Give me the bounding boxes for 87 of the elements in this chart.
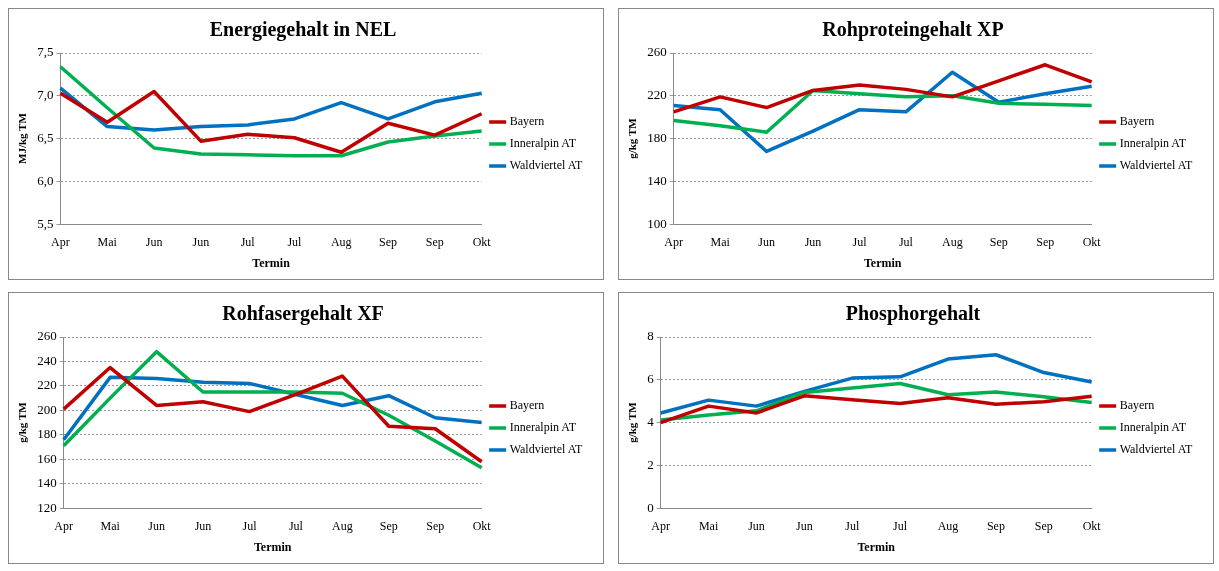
x-tick-label: Okt — [1082, 234, 1102, 249]
x-tick-label: Mai — [97, 234, 118, 249]
x-tick-label: Okt — [472, 518, 492, 533]
x-tick-label: Jun — [796, 518, 813, 533]
chart-title: Rohproteingehalt XP — [822, 18, 1004, 42]
x-tick-label: Okt — [472, 234, 492, 249]
x-tick-label: Sep — [379, 518, 398, 533]
y-tick-label: 180 — [647, 130, 667, 146]
y-tick-label: 220 — [37, 377, 57, 393]
chart-title: Phosphorgehalt — [845, 302, 981, 326]
x-tick-label: Sep — [426, 518, 445, 533]
y-tick-label: 6 — [647, 371, 655, 387]
x-tick-label: Apr — [651, 518, 671, 533]
x-tick-label: Jun — [748, 518, 765, 533]
x-tick-label: Jul — [898, 234, 914, 249]
legend-label: Bayern — [1119, 114, 1155, 129]
x-tick-label: Jun — [194, 518, 212, 533]
y-tick-label: 180 — [37, 426, 57, 442]
y-axis-title: g/kg TM — [16, 401, 29, 443]
x-tick-label: Mai — [698, 518, 719, 533]
y-tick-label: 260 — [37, 328, 57, 344]
x-axis-title: Termin — [252, 255, 291, 270]
x-tick-label: Aug — [942, 234, 963, 249]
x-tick-label: Apr — [664, 234, 684, 249]
x-tick-label: Sep — [989, 234, 1008, 249]
chart-title: Energiegehalt in NEL — [209, 18, 397, 42]
legend-label: Inneralpin AT — [509, 136, 577, 151]
y-tick-label: 160 — [37, 450, 57, 466]
legend-label: Waldviertel AT — [1119, 158, 1194, 173]
x-axis-title: Termin — [857, 539, 896, 554]
legend-label: Inneralpin AT — [509, 420, 577, 435]
y-tick-label: 7,0 — [37, 87, 54, 103]
x-axis-title: Termin — [863, 255, 902, 270]
x-tick-label: Jun — [148, 518, 165, 533]
x-tick-label: Mai — [710, 234, 731, 249]
y-tick-label: 140 — [647, 172, 667, 188]
x-axis-title: Termin — [253, 539, 292, 554]
x-tick-label: Apr — [51, 234, 70, 249]
x-tick-label: Aug — [937, 518, 959, 533]
y-tick-label: 4 — [647, 414, 655, 430]
x-tick-label: Sep — [1036, 234, 1055, 249]
y-tick-label: 6,5 — [37, 130, 54, 146]
x-tick-label: Jul — [288, 518, 304, 533]
x-tick-label: Jun — [758, 234, 775, 249]
y-axis-title: g/kg TM — [626, 117, 639, 159]
x-tick-label: Apr — [54, 518, 74, 533]
chart-title: Rohfasergehalt XF — [222, 302, 384, 326]
y-tick-label: 5,5 — [37, 215, 54, 231]
x-tick-label: Aug — [332, 518, 353, 533]
y-tick-label: 120 — [37, 499, 57, 515]
y-tick-label: 260 — [647, 44, 667, 60]
y-tick-label: 0 — [647, 499, 654, 515]
legend-label: Bayern — [509, 114, 545, 129]
x-tick-label: Sep — [986, 518, 1005, 533]
x-tick-label: Jun — [804, 234, 822, 249]
legend-label: Bayern — [1119, 398, 1155, 413]
y-tick-label: 200 — [37, 401, 57, 417]
x-tick-label: Jul — [240, 234, 256, 249]
legend-label: Inneralpin AT — [1119, 136, 1187, 151]
y-axis-title: MJ/kg TM — [16, 112, 29, 165]
x-tick-label: Sep — [379, 234, 398, 249]
y-tick-label: 140 — [37, 475, 57, 491]
legend-label: Waldviertel AT — [1119, 442, 1194, 457]
legend-label: Waldviertel AT — [509, 158, 584, 173]
y-axis-title: g/kg TM — [626, 401, 639, 443]
legend-label: Inneralpin AT — [1119, 420, 1187, 435]
x-tick-label: Jun — [145, 234, 163, 249]
y-tick-label: 7,5 — [37, 44, 54, 60]
legend-label: Waldviertel AT — [509, 442, 584, 457]
x-tick-label: Mai — [100, 518, 121, 533]
x-tick-label: Okt — [1082, 518, 1102, 533]
x-tick-label: Jul — [893, 518, 908, 533]
y-tick-label: 220 — [647, 87, 667, 103]
x-tick-label: Aug — [330, 234, 352, 249]
x-tick-label: Jul — [242, 518, 258, 533]
x-tick-label: Sep — [425, 234, 444, 249]
y-tick-label: 100 — [647, 215, 667, 231]
y-tick-label: 6,0 — [37, 172, 54, 188]
x-tick-label: Jul — [852, 234, 868, 249]
x-tick-label: Jul — [287, 234, 303, 249]
x-tick-label: Jul — [845, 518, 860, 533]
x-tick-label: Jun — [192, 234, 210, 249]
x-tick-label: Sep — [1034, 518, 1053, 533]
legend-label: Bayern — [509, 398, 545, 413]
y-tick-label: 8 — [647, 328, 654, 344]
y-tick-label: 240 — [37, 352, 57, 368]
y-tick-label: 2 — [647, 456, 654, 472]
